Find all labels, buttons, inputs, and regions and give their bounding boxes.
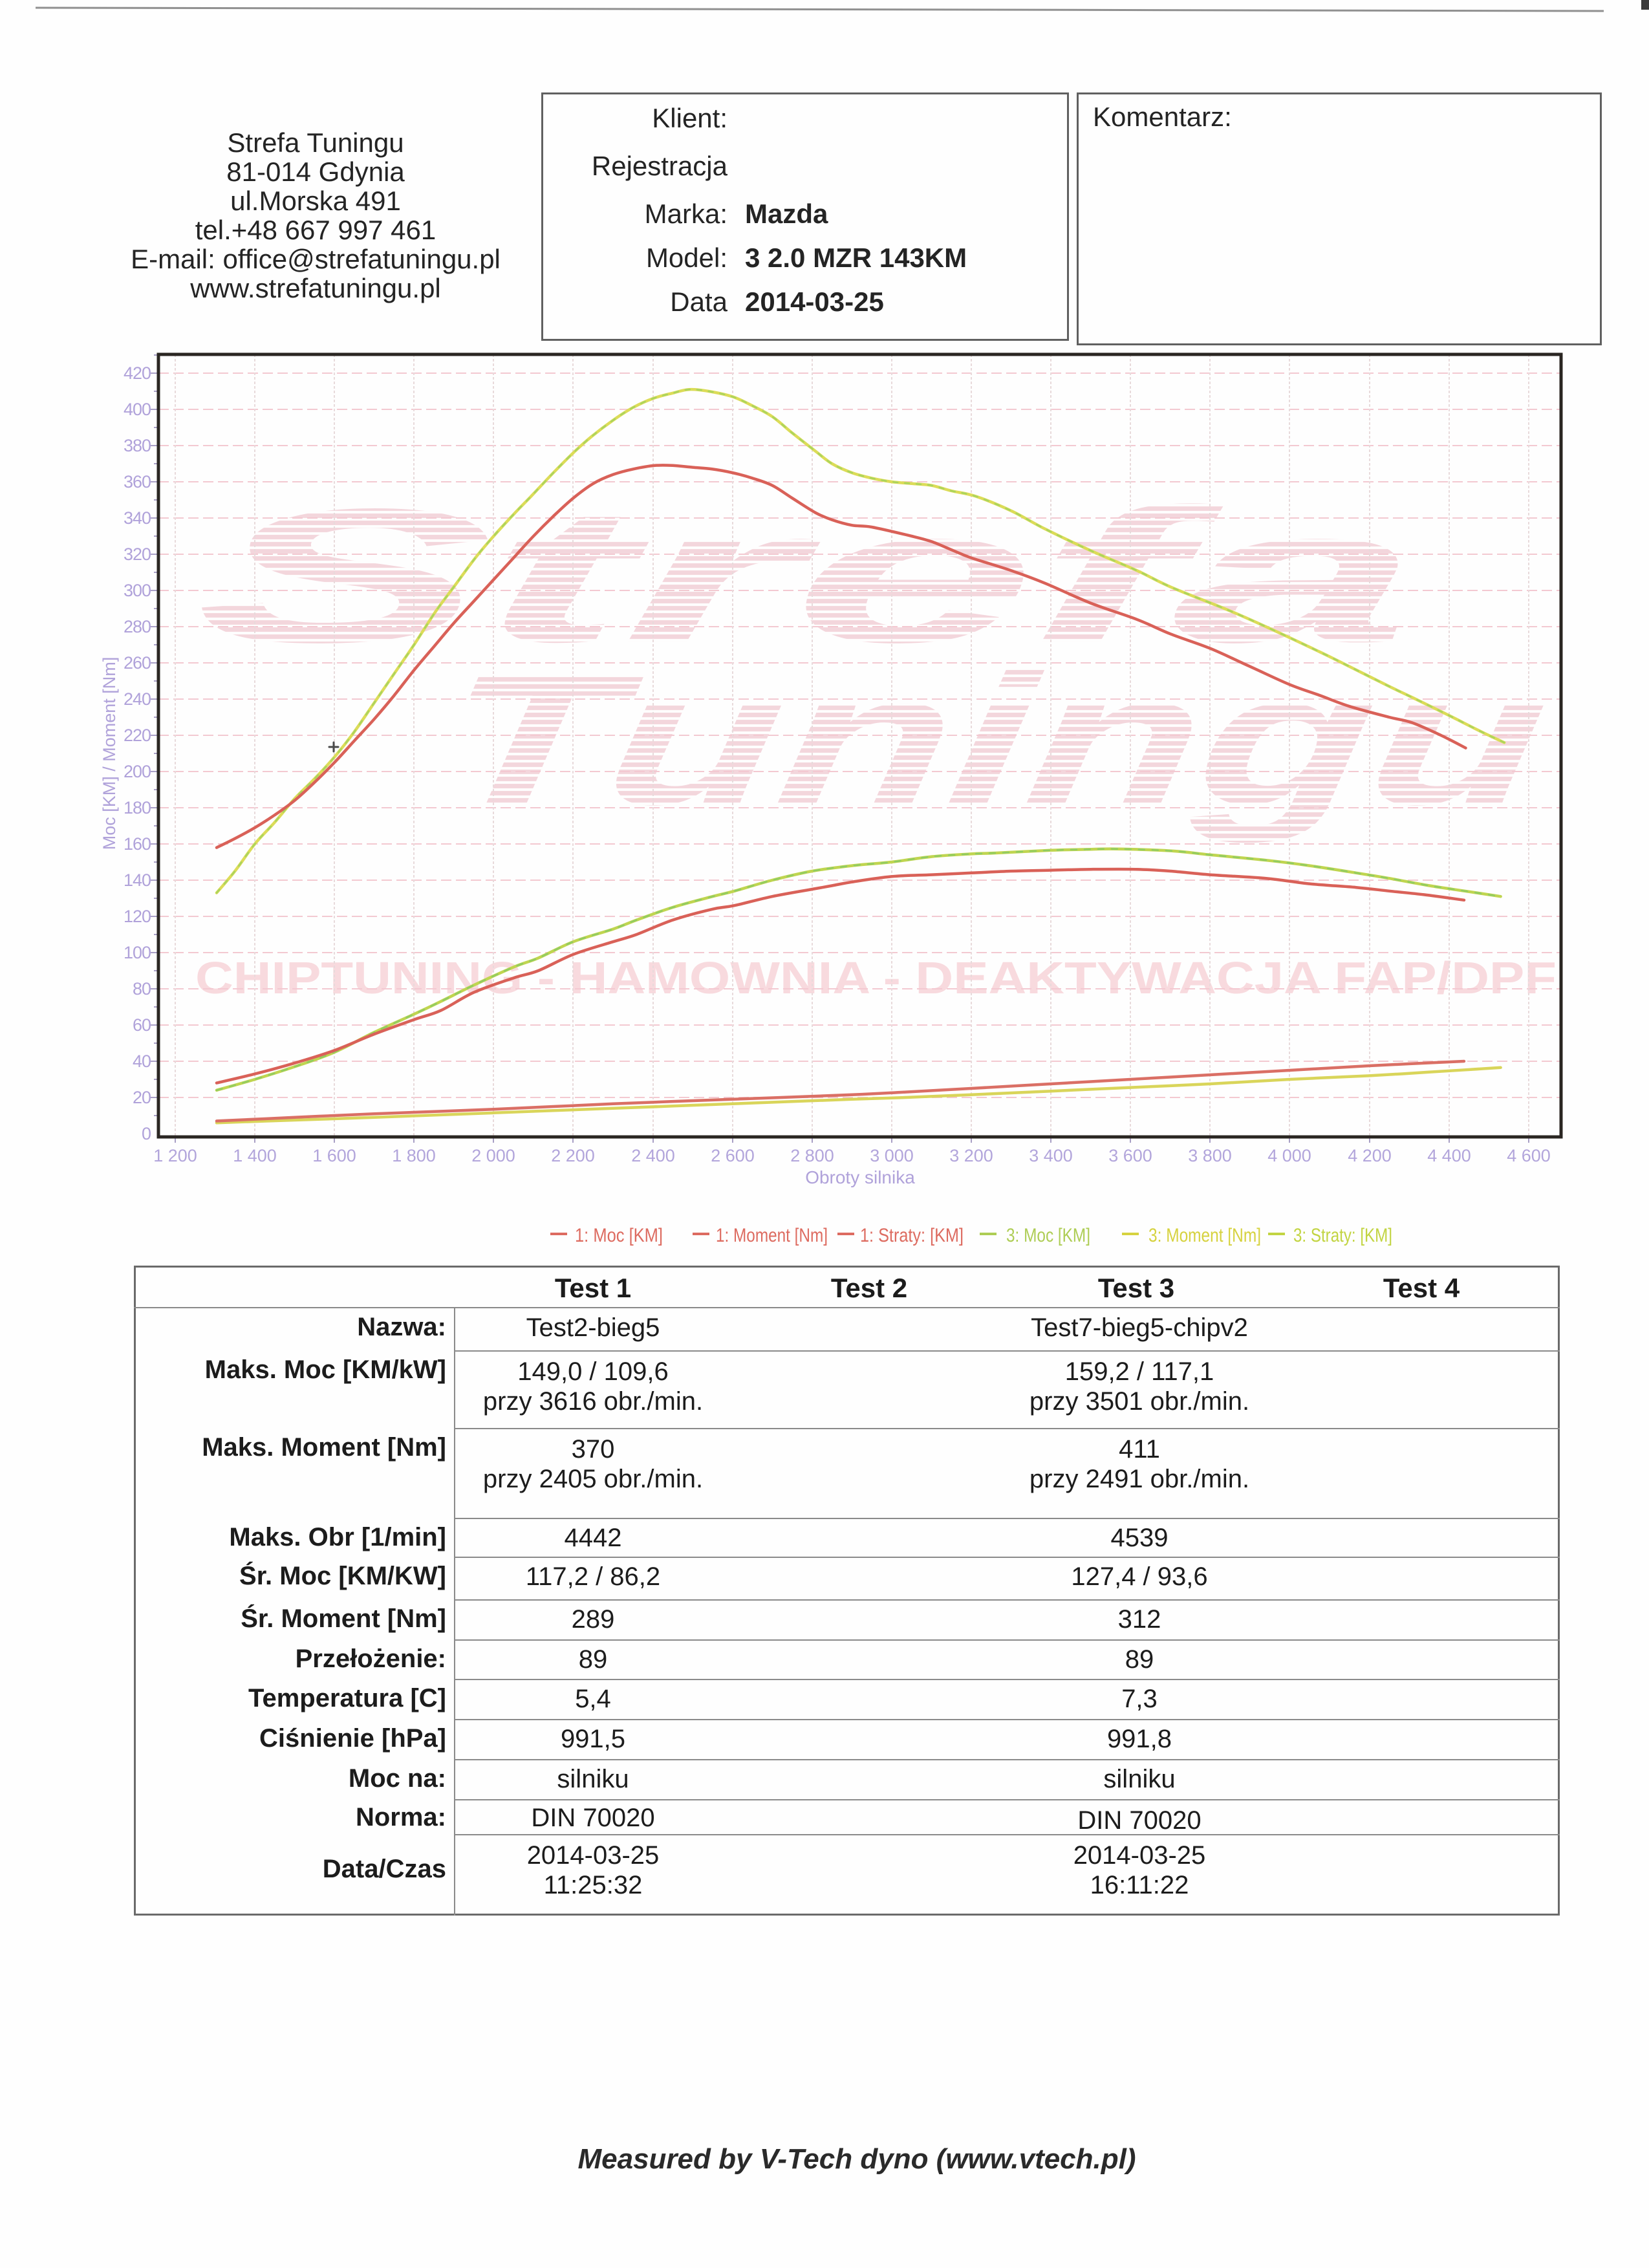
svg-text:2 400: 2 400 xyxy=(631,1146,675,1165)
svg-text:180: 180 xyxy=(124,798,151,817)
svg-text:3 600: 3 600 xyxy=(1108,1146,1152,1165)
svg-text:0: 0 xyxy=(142,1124,151,1143)
svg-text:300: 300 xyxy=(124,581,151,600)
svg-text:Obroty silnika: Obroty silnika xyxy=(805,1167,915,1187)
svg-text:3: Moment [Nm]: 3: Moment [Nm] xyxy=(1148,1225,1261,1246)
svg-text:40: 40 xyxy=(133,1052,151,1071)
svg-text:340: 340 xyxy=(124,508,151,528)
svg-text:3 200: 3 200 xyxy=(949,1146,993,1165)
svg-text:140: 140 xyxy=(124,870,151,890)
svg-text:260: 260 xyxy=(124,653,151,673)
svg-text:320: 320 xyxy=(124,545,151,564)
svg-text:2 000: 2 000 xyxy=(471,1146,515,1165)
svg-text:3 800: 3 800 xyxy=(1188,1146,1232,1165)
svg-text:2 600: 2 600 xyxy=(711,1146,755,1165)
svg-text:2 200: 2 200 xyxy=(551,1146,595,1165)
svg-text:80: 80 xyxy=(133,979,151,999)
svg-text:1: Straty: [KM]: 1: Straty: [KM] xyxy=(860,1225,964,1246)
svg-text:Tuningu: Tuningu xyxy=(429,634,1558,845)
svg-text:3 000: 3 000 xyxy=(870,1146,914,1165)
svg-text:1 800: 1 800 xyxy=(392,1146,436,1165)
svg-text:60: 60 xyxy=(133,1015,151,1035)
svg-text:280: 280 xyxy=(124,617,151,636)
svg-text:400: 400 xyxy=(124,400,151,419)
svg-text:3: Moc [KM]: 3: Moc [KM] xyxy=(1006,1225,1090,1246)
svg-text:Moc [KM] / Moment [Nm]: Moc [KM] / Moment [Nm] xyxy=(100,657,119,850)
svg-text:3 400: 3 400 xyxy=(1029,1146,1073,1165)
svg-text:3: Straty: [KM]: 3: Straty: [KM] xyxy=(1293,1225,1392,1246)
svg-text:1: Moc [KM]: 1: Moc [KM] xyxy=(575,1225,663,1246)
svg-text:CHIPTUNING - HAMOWNIA - DEAKTY: CHIPTUNING - HAMOWNIA - DEAKTYWACJA FAP/… xyxy=(195,953,1557,1003)
svg-text:100: 100 xyxy=(124,943,151,962)
svg-text:1 200: 1 200 xyxy=(153,1146,197,1165)
svg-text:420: 420 xyxy=(124,363,151,383)
svg-text:380: 380 xyxy=(124,436,151,455)
svg-text:20: 20 xyxy=(133,1088,151,1107)
svg-text:240: 240 xyxy=(124,689,151,709)
svg-text:4 200: 4 200 xyxy=(1348,1146,1392,1165)
svg-text:160: 160 xyxy=(124,834,151,854)
svg-text:220: 220 xyxy=(124,726,151,745)
svg-text:4 000: 4 000 xyxy=(1267,1146,1311,1165)
svg-text:120: 120 xyxy=(124,907,151,926)
svg-text:1: Moment [Nm]: 1: Moment [Nm] xyxy=(716,1225,828,1246)
svg-text:360: 360 xyxy=(124,472,151,491)
svg-text:2 800: 2 800 xyxy=(790,1146,834,1165)
svg-text:4 600: 4 600 xyxy=(1507,1146,1551,1165)
svg-text:200: 200 xyxy=(124,762,151,781)
svg-text:4 400: 4 400 xyxy=(1427,1146,1471,1165)
svg-text:1 400: 1 400 xyxy=(233,1146,277,1165)
svg-text:1 600: 1 600 xyxy=(312,1146,356,1165)
svg-text:Strefa: Strefa xyxy=(186,469,1432,682)
